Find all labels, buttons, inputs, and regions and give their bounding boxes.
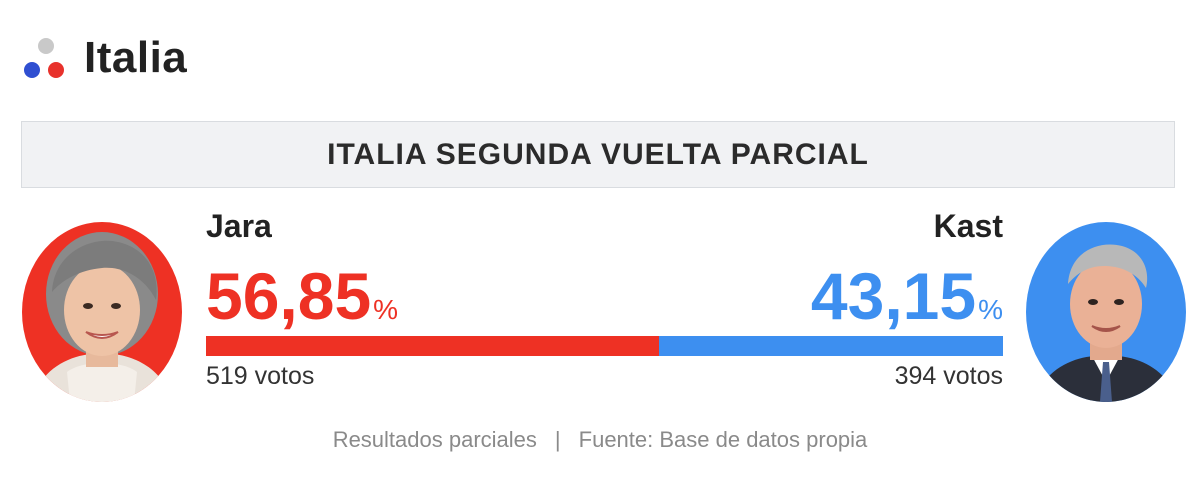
percent-value-kast: 43,15 xyxy=(810,259,977,333)
person-photo-icon xyxy=(1026,222,1186,402)
candidate-name-jara: Jara xyxy=(206,208,272,244)
footer-note: Resultados parciales xyxy=(332,427,537,452)
candidate-name-kast: Kast xyxy=(933,208,1003,244)
candidate-avatar-jara xyxy=(22,222,182,402)
candidate-votes-jara: 519 votos xyxy=(206,362,315,390)
percent-sign-jara: % xyxy=(373,294,399,325)
candidate-percent-jara: 56,85% xyxy=(206,258,398,353)
candidate-avatar-kast xyxy=(1026,222,1186,402)
logo-dots-icon xyxy=(22,34,70,82)
page-title: Italia xyxy=(84,33,188,82)
percent-value-jara: 56,85 xyxy=(206,259,372,333)
candidate-votes-kast: 394 votos xyxy=(894,362,1003,390)
banner-title: ITALIA SEGUNDA VUELTA PARCIAL xyxy=(327,137,869,171)
logo-dot-grey xyxy=(38,38,54,54)
footer-source: Fuente: Base de datos propia xyxy=(578,427,868,452)
logo-dot-red xyxy=(48,62,64,78)
results-banner: ITALIA SEGUNDA VUELTA PARCIAL xyxy=(21,121,1175,188)
results-bar xyxy=(206,336,1003,356)
results-bar-kast xyxy=(659,336,1003,356)
results-footer: Resultados parciales | Fuente: Base de dat… xyxy=(0,423,1200,457)
footer-separator: | xyxy=(554,427,561,452)
results-bar-jara xyxy=(206,336,660,356)
percent-sign-kast: % xyxy=(978,294,1003,325)
page-header: Italia xyxy=(22,28,187,88)
candidate-percent-kast: 43,15% xyxy=(811,258,1003,353)
person-photo-icon xyxy=(22,222,182,402)
logo-dot-blue xyxy=(24,62,40,78)
